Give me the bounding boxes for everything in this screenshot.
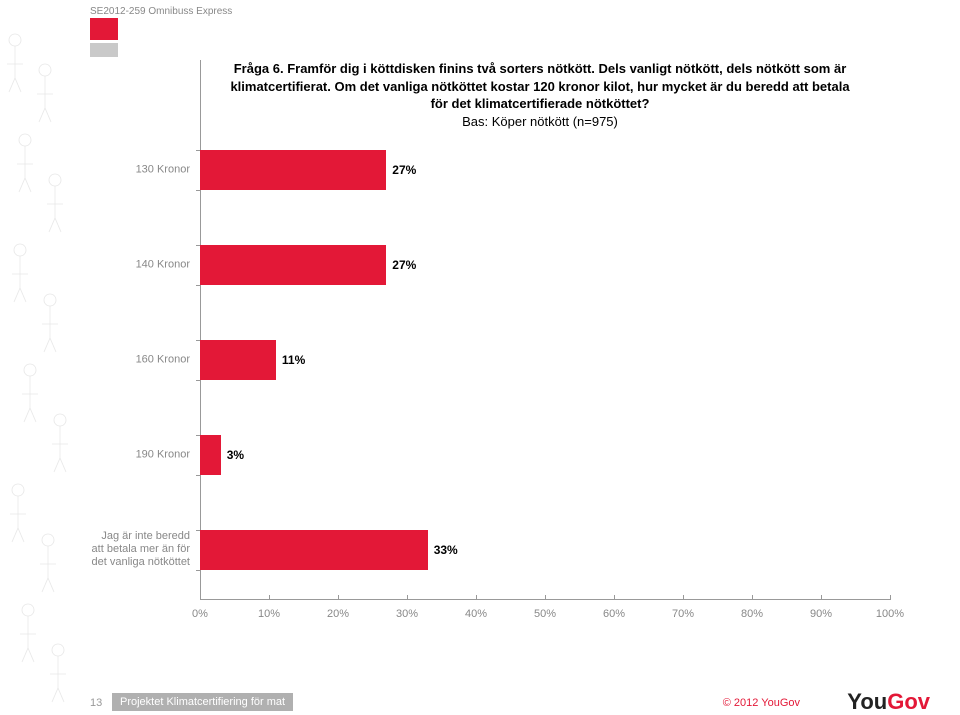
x-tick [407, 595, 408, 600]
copyright: © 2012 YouGov [723, 697, 800, 709]
category-label: Jag är inte beredd att betala mer än för… [90, 530, 190, 570]
x-tick-label: 20% [327, 608, 349, 620]
category-label: 130 Kronor [90, 163, 190, 176]
y-tick [196, 285, 200, 286]
category-label: 140 Kronor [90, 258, 190, 271]
category-label: 160 Kronor [90, 353, 190, 366]
brand-logo: YouGov [847, 689, 930, 715]
bar-row: Jag är inte beredd att betala mer än för… [200, 530, 890, 570]
survey-id-label: SE2012-259 Omnibuss Express [90, 6, 232, 17]
bar [200, 435, 221, 475]
plot-area: 0%10%20%30%40%50%60%70%80%90%100%130 Kro… [200, 60, 890, 620]
x-tick-label: 70% [672, 608, 694, 620]
bar [200, 150, 386, 190]
x-tick [476, 595, 477, 600]
y-axis-line [200, 60, 201, 600]
value-label: 11% [282, 353, 305, 367]
x-tick-label: 60% [603, 608, 625, 620]
y-tick [196, 190, 200, 191]
value-label: 3% [227, 448, 244, 462]
chart: Fråga 6. Framför dig i köttdisken finins… [90, 60, 890, 640]
value-label: 27% [392, 258, 416, 272]
footer: 13 Projektet Klimatcertifiering för mat … [0, 689, 960, 715]
x-tick-label: 100% [876, 608, 904, 620]
x-tick [545, 595, 546, 600]
x-tick [614, 595, 615, 600]
x-tick [200, 595, 201, 600]
page-number: 13 [90, 697, 102, 709]
x-tick-label: 0% [192, 608, 208, 620]
bar-row: 190 Kronor3% [200, 435, 890, 475]
x-tick [752, 595, 753, 600]
category-label: 190 Kronor [90, 448, 190, 461]
x-tick [269, 595, 270, 600]
value-label: 27% [392, 163, 416, 177]
value-label: 33% [434, 543, 458, 557]
x-tick-label: 40% [465, 608, 487, 620]
x-tick [683, 595, 684, 600]
x-tick-label: 50% [534, 608, 556, 620]
x-tick-label: 10% [258, 608, 280, 620]
bar [200, 245, 386, 285]
project-label: Projektet Klimatcertifiering för mat [112, 693, 293, 711]
x-tick-label: 90% [810, 608, 832, 620]
bar-row: 160 Kronor11% [200, 340, 890, 380]
bar-row: 140 Kronor27% [200, 245, 890, 285]
y-tick [196, 380, 200, 381]
brand-part1: You [847, 689, 887, 714]
x-tick-label: 80% [741, 608, 763, 620]
x-tick [821, 595, 822, 600]
brand-part2: Gov [887, 689, 930, 714]
x-tick [890, 595, 891, 600]
x-tick [338, 595, 339, 600]
bar-row: 130 Kronor27% [200, 150, 890, 190]
logo-blocks [90, 18, 118, 57]
x-tick-label: 30% [396, 608, 418, 620]
bar [200, 530, 428, 570]
y-tick [196, 475, 200, 476]
bar [200, 340, 276, 380]
y-tick [196, 570, 200, 571]
decorative-people-strip [0, 0, 82, 715]
